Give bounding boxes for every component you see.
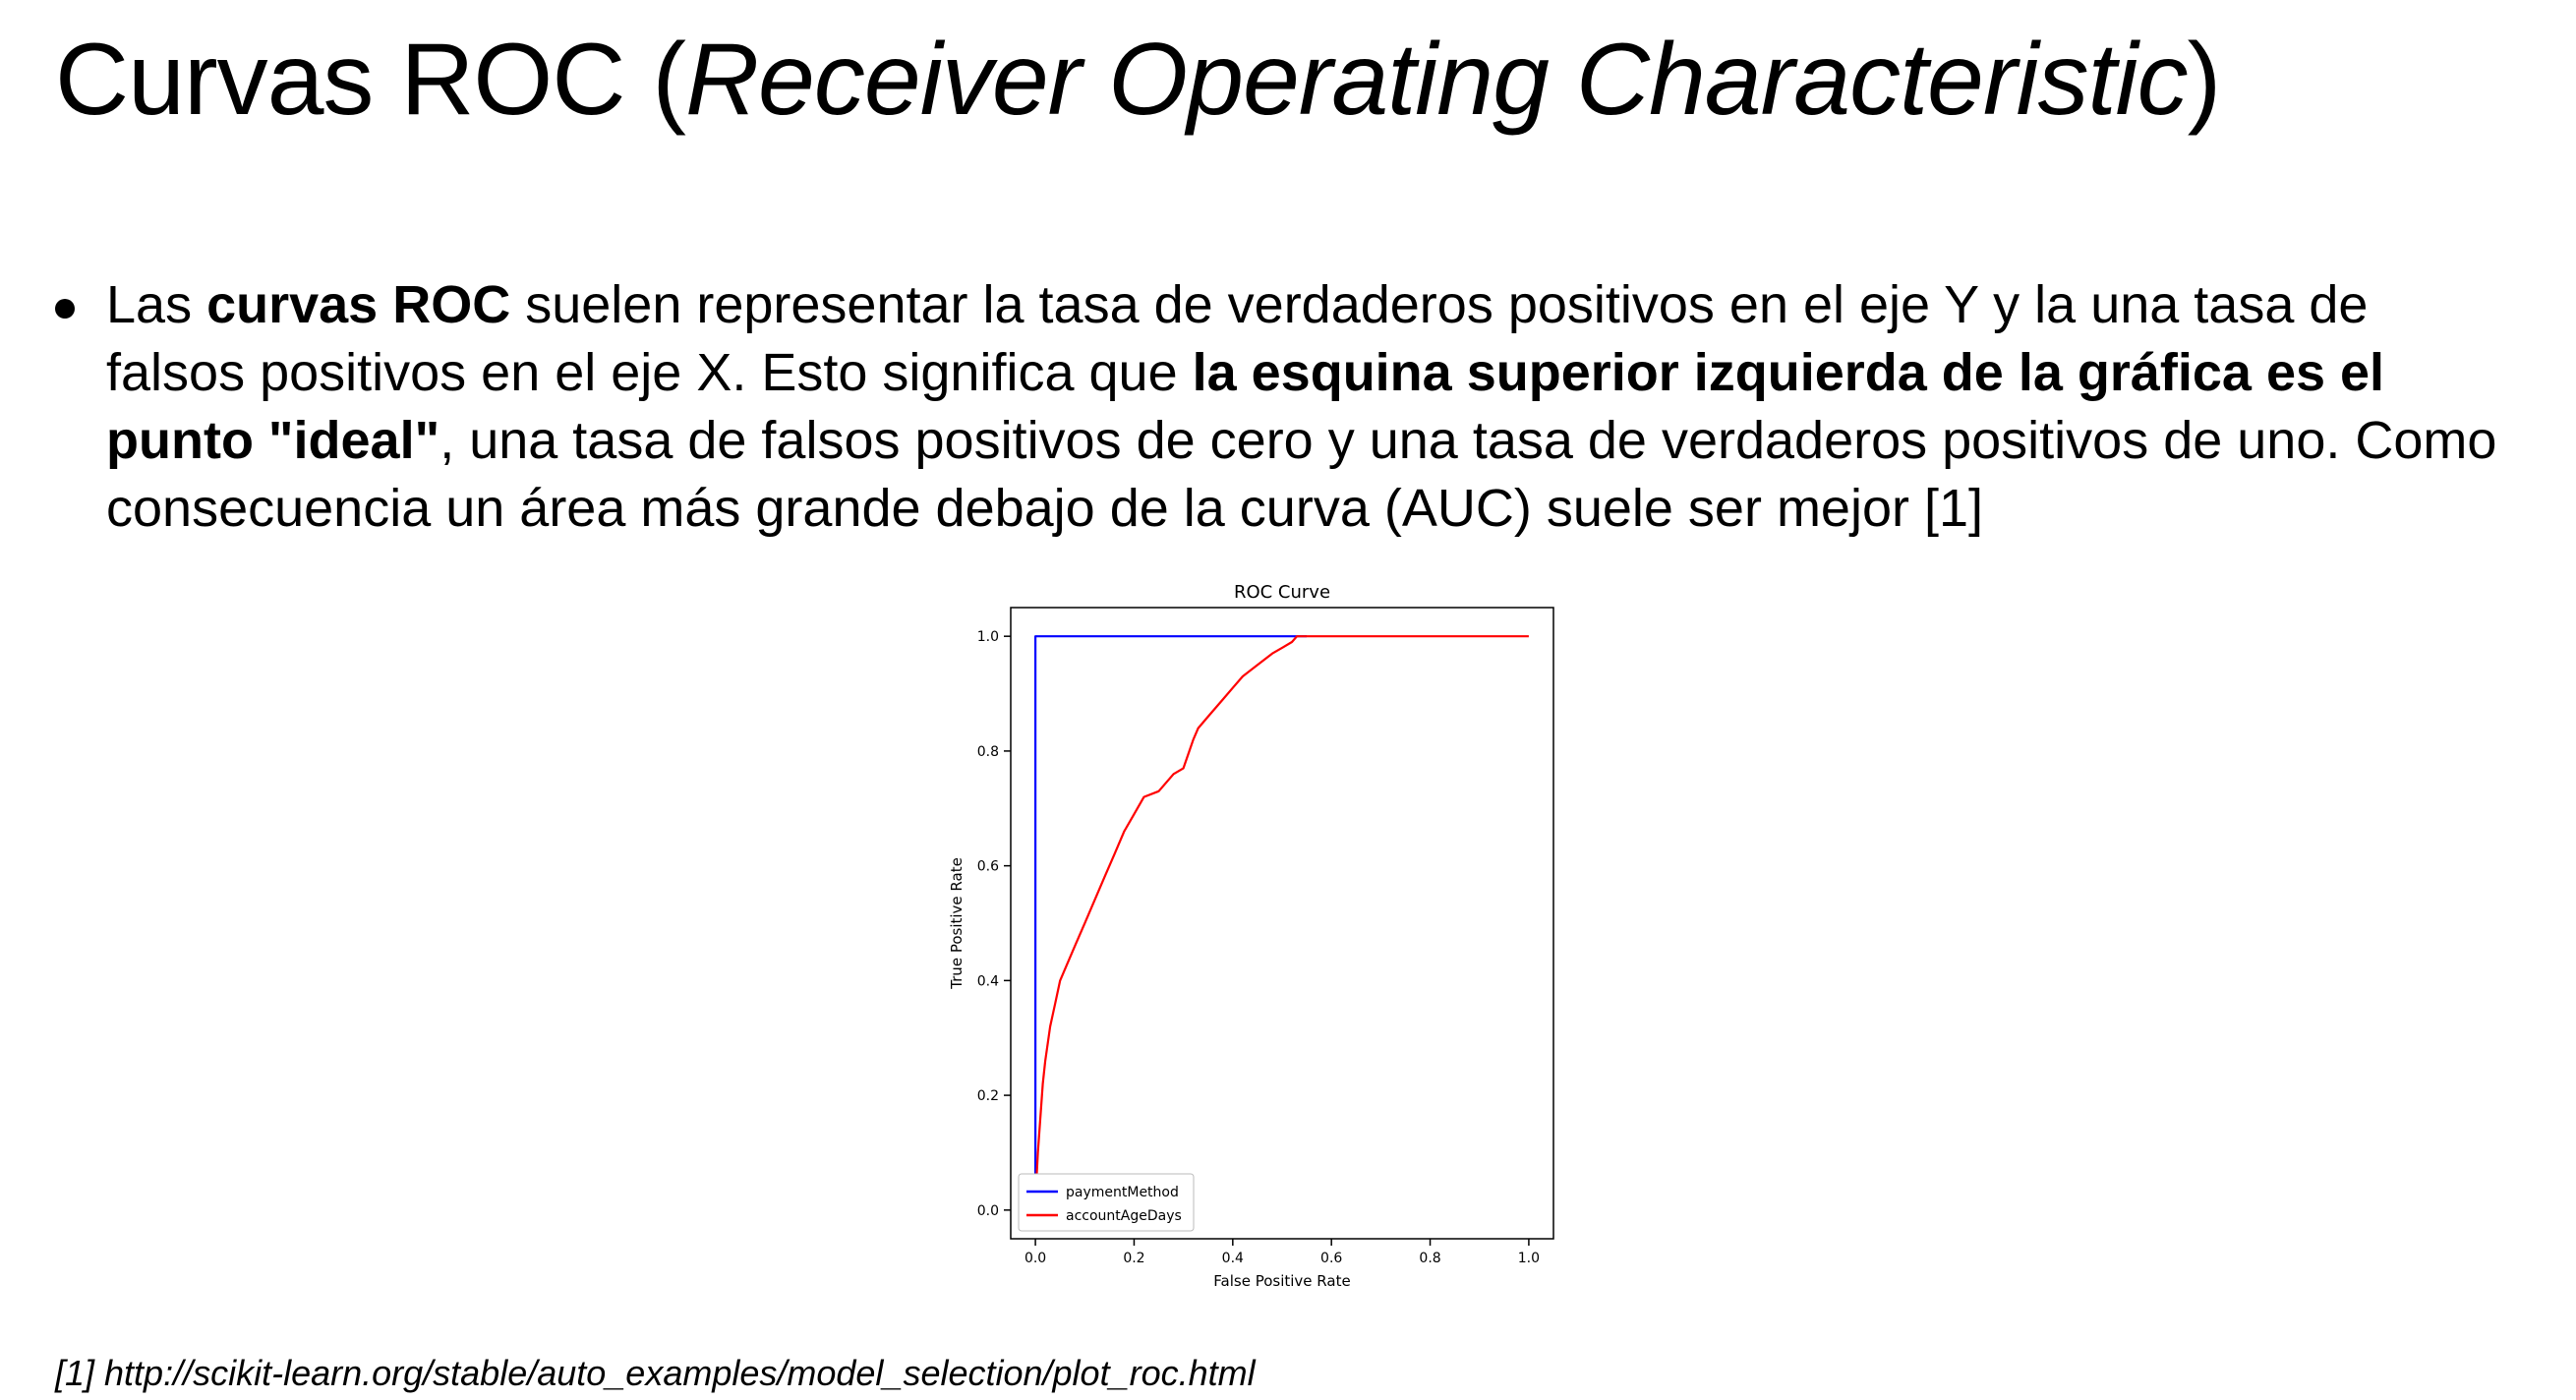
x-axis-label: False Positive Rate — [1213, 1272, 1350, 1290]
x-tick-label: 0.6 — [1320, 1251, 1342, 1266]
series-line-paymentMethod — [1033, 635, 1308, 1210]
x-tick-label: 1.0 — [1518, 1251, 1540, 1266]
legend-label-paymentMethod: paymentMethod — [1066, 1185, 1179, 1200]
bullet-bold-2: la esquina superior izquierda de la gráf… — [106, 343, 2385, 470]
chart-title: ROC Curve — [1234, 582, 1330, 603]
bullet-text: Las curvas ROC suelen representar la tas… — [106, 271, 2505, 543]
x-tick-label: 0.8 — [1419, 1251, 1440, 1266]
bullet-bold-1: curvas ROC — [206, 275, 511, 334]
bullet-dot-icon — [55, 299, 75, 319]
roc-chart: ROC Curve 0.0 0.2 0.4 0.6 0.8 1.0 0.0 0.2 0.4 0.6 0… — [948, 582, 1554, 1290]
slide-title-italic: Receiver Operating Characteristic — [684, 23, 2189, 137]
slide-title-close: ) — [2187, 23, 2222, 137]
bullet-text-2: suelen representar la tasa de verdaderos… — [106, 275, 2369, 402]
y-tick-label: 0.8 — [977, 744, 999, 760]
reference-link[interactable]: [1] http://scikit-learn.org/stable/auto_… — [55, 1353, 1256, 1393]
y-tick-label: 0.0 — [977, 1203, 999, 1219]
plot-frame — [1010, 607, 1554, 1240]
y-axis-label: True Positive Rate — [948, 857, 966, 990]
y-tick-label: 0.2 — [977, 1088, 999, 1104]
series-line-accountAgeDays — [1034, 635, 1529, 1210]
y-tick-label: 0.4 — [977, 973, 999, 989]
legend-label-accountAgeDays: accountAgeDays — [1066, 1208, 1182, 1224]
x-tick-label: 0.0 — [1025, 1251, 1046, 1266]
y-tick-label: 0.6 — [977, 859, 999, 875]
y-tick-label: 1.0 — [977, 629, 999, 645]
slide-title: Curvas ROC (Receiver Operating Character… — [55, 22, 2222, 140]
slide-title-plain: Curvas ROC ( — [55, 23, 686, 137]
legend-box — [1018, 1173, 1195, 1232]
bullet-text-3: , una tasa de falsos positivos de cero y… — [106, 411, 2497, 538]
x-tick-label: 0.4 — [1222, 1251, 1244, 1266]
x-tick-label: 0.2 — [1123, 1251, 1144, 1266]
bullet-point: Las curvas ROC suelen representar la tas… — [55, 271, 2523, 543]
bullet-text-1: Las — [106, 275, 207, 334]
